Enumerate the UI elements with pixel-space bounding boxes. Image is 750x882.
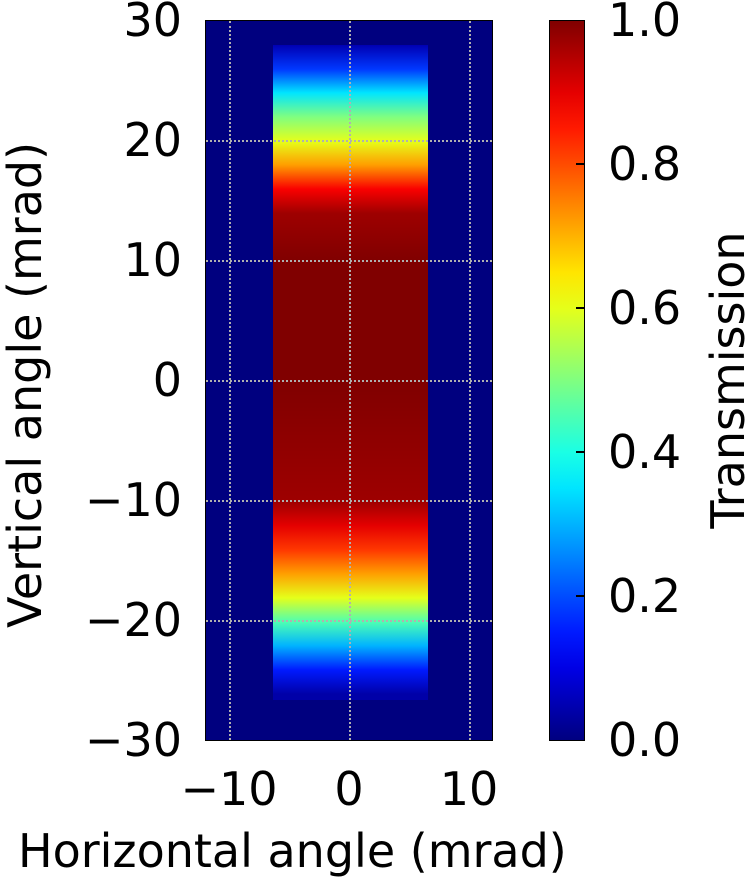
colorbar-tick-label: 0.0 [608, 713, 682, 767]
x-axis-title: Horizontal angle (mrad) [18, 824, 567, 878]
x-tick-label: −10 [180, 762, 278, 816]
y-axis-title: Vertical angle (mrad) [0, 141, 52, 629]
colorbar-tick [576, 307, 584, 309]
colorbar-tick [576, 595, 584, 597]
y-tick-label: −30 [84, 713, 182, 767]
grid-line-y-10 [206, 260, 492, 262]
colorbar-tick-label: 1.0 [608, 0, 682, 47]
y-tick-label: −10 [84, 473, 182, 527]
x-tick-label: 10 [439, 762, 499, 816]
colorbar [549, 20, 585, 741]
colorbar-tick-label: 0.2 [608, 569, 682, 623]
colorbar-tick-label: 0.6 [608, 281, 682, 335]
colorbar-tick-label: 0.4 [608, 425, 682, 479]
grid-line-y-neg20 [206, 620, 492, 622]
y-tick-label: 0 [152, 353, 182, 407]
y-tick-label: 10 [123, 233, 182, 287]
colorbar-label: Transmission [701, 231, 750, 529]
y-tick-label: −20 [84, 593, 182, 647]
x-tick-label: 0 [334, 762, 364, 816]
colorbar-tick [576, 163, 584, 165]
grid-line-y-20 [206, 140, 492, 142]
heatmap-plot-area [205, 20, 493, 741]
y-tick-label: 30 [123, 0, 182, 47]
grid-line-y-neg10 [206, 500, 492, 502]
grid-line-y-0 [206, 380, 492, 382]
y-tick-label: 20 [123, 113, 182, 167]
colorbar-tick [576, 451, 584, 453]
colorbar-tick-label: 0.8 [608, 137, 682, 191]
